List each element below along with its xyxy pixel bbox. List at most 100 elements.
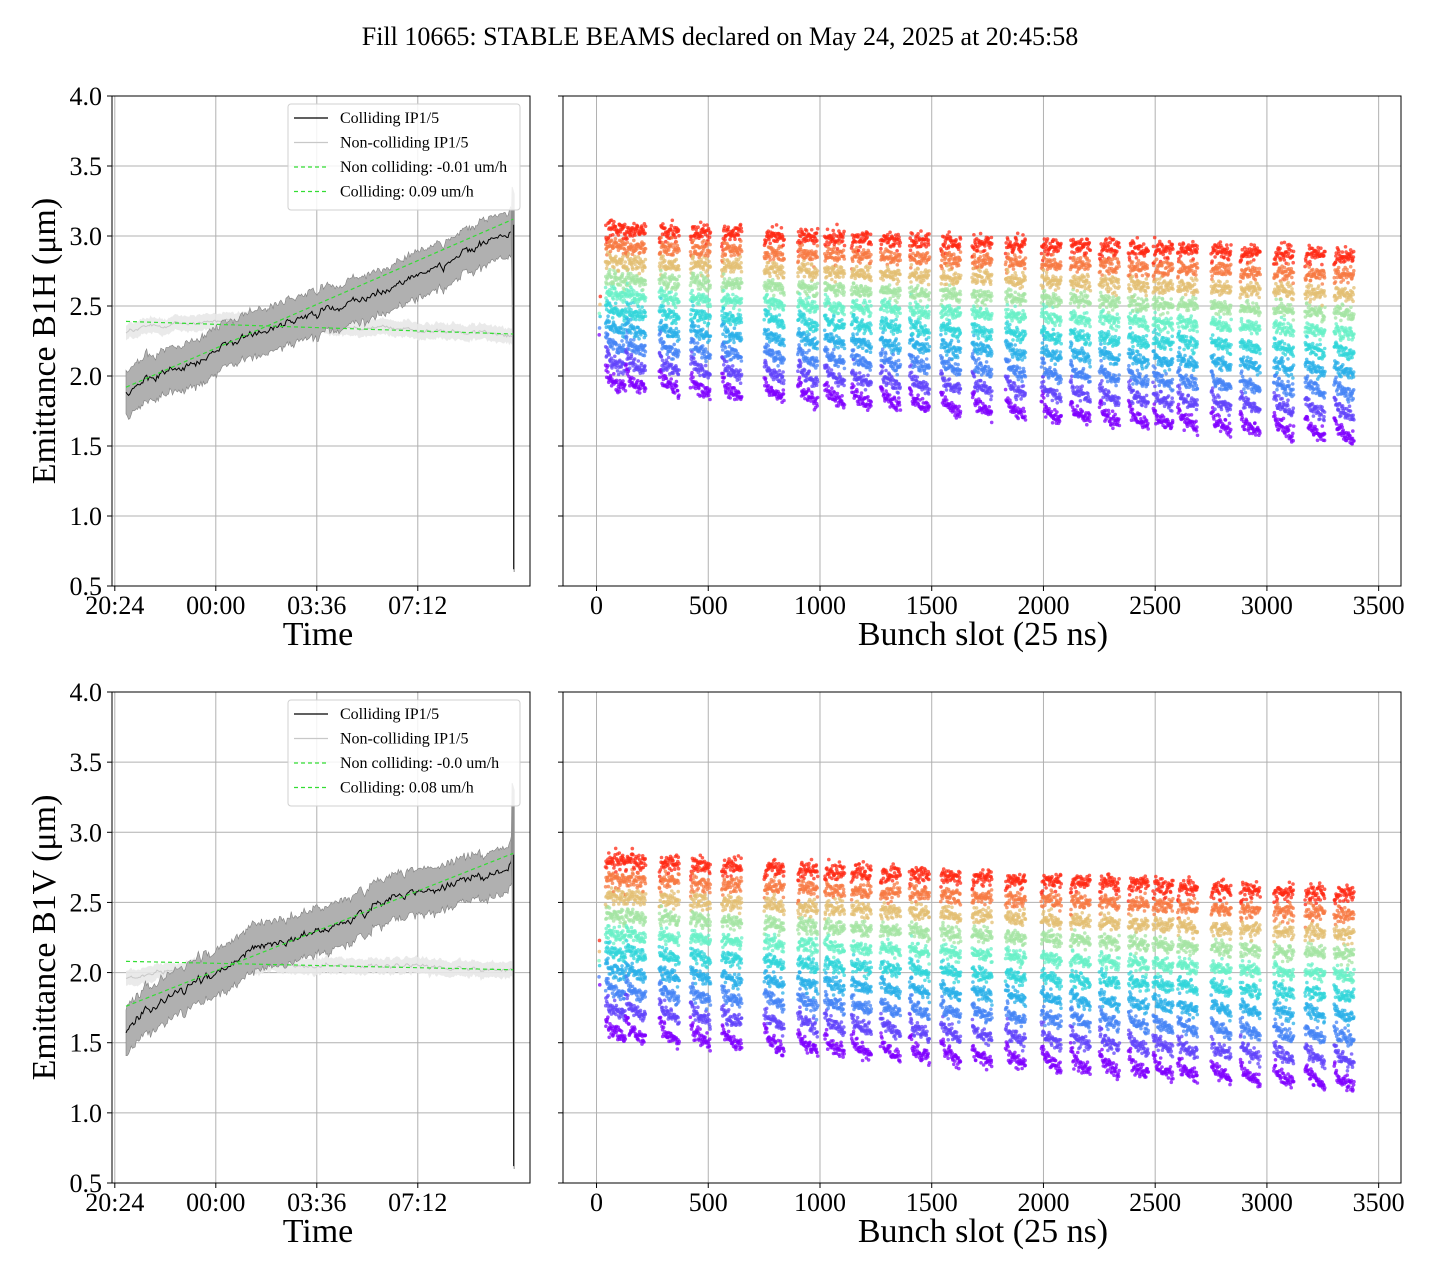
scatter-point [622,298,627,302]
scatter-point [638,250,642,255]
scatter-point [908,248,913,253]
scatter-point [767,237,771,242]
scatter-point [674,240,679,244]
scatter-point [632,357,637,361]
scatter-point [897,403,902,407]
scatter-point [781,381,786,386]
y-tick-label: 2.0 [70,362,103,391]
scatter-point [814,383,819,388]
scatter-point [738,243,742,248]
scatter-point [632,377,636,381]
scatter-point [663,276,668,280]
legend-entry: Colliding IP1/5 [340,110,439,127]
scatter-point [868,275,873,279]
scatter-point [609,238,614,243]
scatter-point [841,285,846,290]
scatter-point [707,259,711,264]
scatter-point [643,343,647,348]
scatter-point [708,353,713,357]
scatter-point [855,390,859,394]
scatter-point [728,396,732,400]
scatter-point [738,313,743,317]
scatter-point [827,297,831,302]
scatter-point [612,219,616,224]
scatter-point [663,272,667,276]
scatter-point [624,335,629,339]
scatter-point [708,356,712,360]
scatter-point [611,281,616,286]
scatter-point [815,363,819,368]
scatter-point [739,337,744,342]
scatter-point [895,372,899,377]
scatter-point [824,313,828,318]
scatter-point [796,259,801,264]
scatter-point [842,322,847,327]
scatter-point [607,272,612,276]
scatter-point [781,388,786,392]
scatter-point [705,223,709,227]
scatter-point [852,384,856,388]
scatter-point [611,297,616,301]
scatter-point [623,260,628,264]
scatter-point [629,307,633,312]
scatter-point [630,380,635,385]
scatter-point [726,329,731,334]
scatter-point [671,357,675,361]
x-tick-label: 00:00 [186,591,245,620]
scatter-point [797,375,802,380]
scatter-point [626,320,631,325]
scatter-point [837,275,842,280]
scatter-point [643,247,648,251]
scatter-point [658,250,663,255]
scatter-point [677,337,681,342]
scatter-point [883,328,888,332]
scatter-point [768,274,772,279]
scatter-point [782,378,786,383]
scatter-point [739,226,743,231]
scatter-point [836,364,840,369]
scatter-point [812,300,817,304]
colliding-line [125,227,514,397]
scatter-point [815,404,819,408]
scatter-point [806,261,810,266]
scatter-point [613,354,617,359]
scatter-point [608,267,612,272]
scatter-point [708,230,713,235]
scatter-point [739,359,744,363]
scatter-point [625,240,630,245]
scatter-point [676,329,681,334]
scatter-point [868,350,873,355]
scatter-point [674,292,678,296]
scatter-point [851,281,856,286]
scatter-point [626,252,631,256]
x-tick-label: 0 [590,591,603,620]
scatter-point [763,376,768,381]
scatter-point [723,237,727,242]
scatter-point [728,352,733,356]
scatter-point [733,285,737,290]
scatter-point [708,372,712,377]
scatter-point [692,341,697,345]
scatter-point [896,358,901,363]
scatter-point [597,326,602,330]
scatter-point [706,279,711,283]
scatter-point [869,278,873,283]
scatter-point [798,292,802,296]
scatter-point [739,269,744,274]
scatter-point [831,236,836,240]
scatter-point [677,350,681,354]
scatter-point [895,408,899,413]
scatter-point [780,252,785,256]
scatter-point [880,315,885,320]
scatter-point [809,228,814,232]
scatter-point [897,244,902,248]
scatter-point [722,363,726,367]
scatter-point [777,313,782,317]
scatter-point [916,355,920,359]
scatter-point [920,306,925,310]
scatter-point [769,385,774,390]
scatter-point [658,281,662,286]
scatter-point [782,343,786,348]
